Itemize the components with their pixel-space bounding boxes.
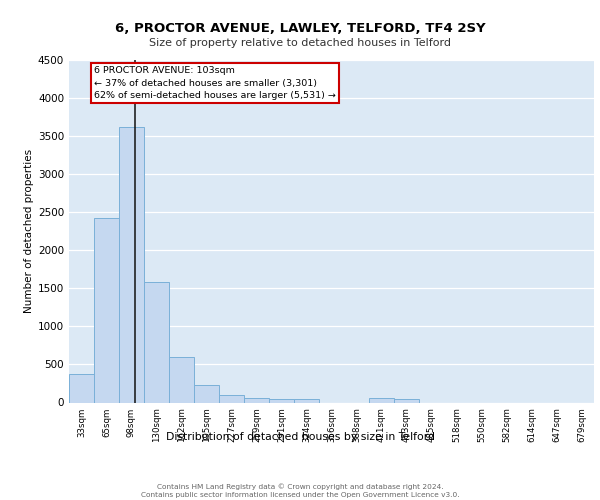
Text: Distribution of detached houses by size in Telford: Distribution of detached houses by size … — [166, 432, 434, 442]
Text: 6, PROCTOR AVENUE, LAWLEY, TELFORD, TF4 2SY: 6, PROCTOR AVENUE, LAWLEY, TELFORD, TF4 … — [115, 22, 485, 36]
Y-axis label: Number of detached properties: Number of detached properties — [24, 149, 34, 314]
Bar — [119, 127, 144, 402]
Text: 6 PROCTOR AVENUE: 103sqm
← 37% of detached houses are smaller (3,301)
62% of sem: 6 PROCTOR AVENUE: 103sqm ← 37% of detach… — [94, 66, 336, 100]
Bar — [169, 357, 194, 403]
Bar — [144, 282, 169, 403]
Bar — [219, 394, 244, 402]
Bar — [294, 398, 319, 402]
Text: Size of property relative to detached houses in Telford: Size of property relative to detached ho… — [149, 38, 451, 48]
Bar — [369, 398, 394, 402]
Bar — [269, 398, 294, 402]
Bar — [394, 398, 419, 402]
Bar — [94, 218, 119, 402]
Bar — [194, 384, 219, 402]
Bar — [244, 398, 269, 402]
Bar — [69, 374, 94, 402]
Text: Contains HM Land Registry data © Crown copyright and database right 2024.
Contai: Contains HM Land Registry data © Crown c… — [140, 483, 460, 498]
